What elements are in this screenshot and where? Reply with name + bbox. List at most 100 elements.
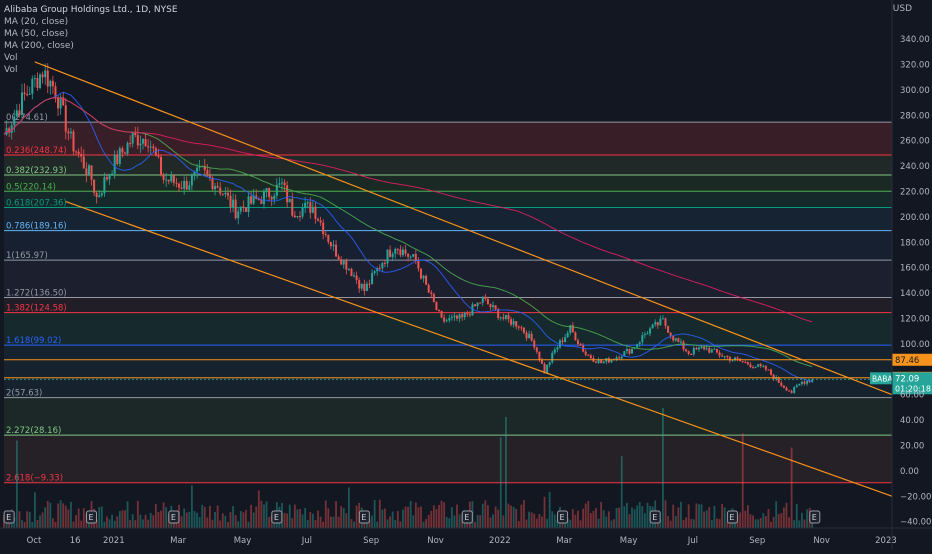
event-label-7: E xyxy=(652,513,657,522)
volume-bar xyxy=(772,516,775,528)
candle-body xyxy=(535,347,538,352)
candle-body xyxy=(517,326,520,328)
candle-body xyxy=(713,348,716,350)
y-tick-label: 0.00 xyxy=(900,467,919,477)
volume-bar xyxy=(440,500,443,528)
candle-body xyxy=(100,193,103,196)
volume-bar xyxy=(662,408,664,528)
volume-bar xyxy=(31,521,34,528)
legend-ma50[interactable]: MA (50, close) xyxy=(4,29,69,39)
candle-body xyxy=(242,206,245,208)
legend-ma200[interactable]: MA (200, close) xyxy=(4,41,74,51)
volume-bar xyxy=(718,519,721,528)
fib-band-1 xyxy=(4,154,892,176)
volume-bar xyxy=(340,506,343,528)
candle-body xyxy=(203,165,206,171)
candle-body xyxy=(679,341,682,343)
candle-body xyxy=(430,292,433,294)
candle-body xyxy=(234,199,237,219)
volume-bar xyxy=(741,433,744,528)
volume-bar xyxy=(458,514,461,528)
volume-bar xyxy=(224,515,227,528)
candle-body xyxy=(687,351,690,355)
candle-body xyxy=(188,185,191,190)
volume-bar xyxy=(476,515,479,528)
fib-retracement[interactable]: 0(274.61) 0.236(248.74) 0.382(232.93) 0.5(2… xyxy=(4,113,892,484)
candle-body xyxy=(440,310,443,318)
volume-bar xyxy=(116,516,119,528)
candle-body xyxy=(458,314,461,319)
volume-bar xyxy=(618,507,621,528)
candle-body xyxy=(579,343,582,346)
volume-bar xyxy=(28,511,31,528)
candle-body xyxy=(417,260,420,269)
candle-body xyxy=(229,195,232,207)
legend-ma20[interactable]: MA (20, close) xyxy=(4,17,69,27)
volume-bar xyxy=(288,504,291,528)
y-tick-label: 300.00 xyxy=(900,86,930,96)
y-tick-label: 20.00 xyxy=(900,441,924,451)
volume-bar xyxy=(450,507,453,528)
volume-bar xyxy=(564,520,567,528)
candle-body xyxy=(15,110,18,117)
volume-bar xyxy=(335,501,337,528)
legend-vol-2[interactable]: Vol xyxy=(4,65,18,75)
volume-bar xyxy=(474,521,476,528)
candle-body xyxy=(504,315,507,319)
legend-vol[interactable]: Vol xyxy=(4,53,18,63)
x-tick-label: Mar xyxy=(170,536,187,546)
volume-bar xyxy=(757,519,760,528)
volume-bar xyxy=(257,490,260,528)
candle-body xyxy=(576,340,579,344)
candle-body xyxy=(795,385,798,388)
candle-body xyxy=(746,362,749,365)
volume-bar xyxy=(708,507,711,528)
volume-bar xyxy=(746,505,749,528)
y-tick-label: 280.00 xyxy=(900,111,930,121)
volume-bar xyxy=(247,521,250,528)
volume-bar xyxy=(237,521,240,528)
candle-body xyxy=(36,78,39,89)
candle-body xyxy=(139,143,142,146)
volume-bar xyxy=(425,519,428,528)
volume-bar xyxy=(337,516,340,528)
volume-bar xyxy=(782,507,785,528)
candle-body xyxy=(293,215,296,218)
candle-body xyxy=(507,315,510,320)
volume-bar xyxy=(113,520,116,528)
volume-bar xyxy=(644,513,646,528)
volume-bar xyxy=(314,520,317,528)
candle-body xyxy=(172,175,175,183)
volume-bar xyxy=(448,518,451,528)
candle-body xyxy=(134,132,137,136)
volume-bar xyxy=(667,516,669,528)
candle-body xyxy=(131,132,134,144)
candle-body xyxy=(21,92,24,115)
volume-bar xyxy=(422,521,425,528)
candle-body xyxy=(412,254,415,257)
candle-body xyxy=(553,349,556,353)
trend-channel[interactable] xyxy=(34,61,893,497)
candle-body xyxy=(525,332,528,339)
candle-body xyxy=(672,335,675,341)
candle-body xyxy=(656,322,659,326)
candle-body xyxy=(144,139,147,147)
event-marker-8 xyxy=(726,510,738,524)
channel-line-0 xyxy=(34,61,893,396)
candle-body xyxy=(226,192,229,196)
candle-body xyxy=(450,317,453,319)
volume-bar xyxy=(371,515,373,528)
volume-bar xyxy=(309,512,312,528)
volume-bar xyxy=(785,502,788,528)
candle-body xyxy=(26,94,29,96)
candle-body xyxy=(239,206,242,212)
candle-body xyxy=(399,249,402,256)
y-tick-label: 240.00 xyxy=(900,162,930,172)
volume-bar xyxy=(211,519,214,528)
candle-body xyxy=(419,268,422,279)
candle-body xyxy=(317,218,320,221)
volume-bar xyxy=(505,417,507,528)
